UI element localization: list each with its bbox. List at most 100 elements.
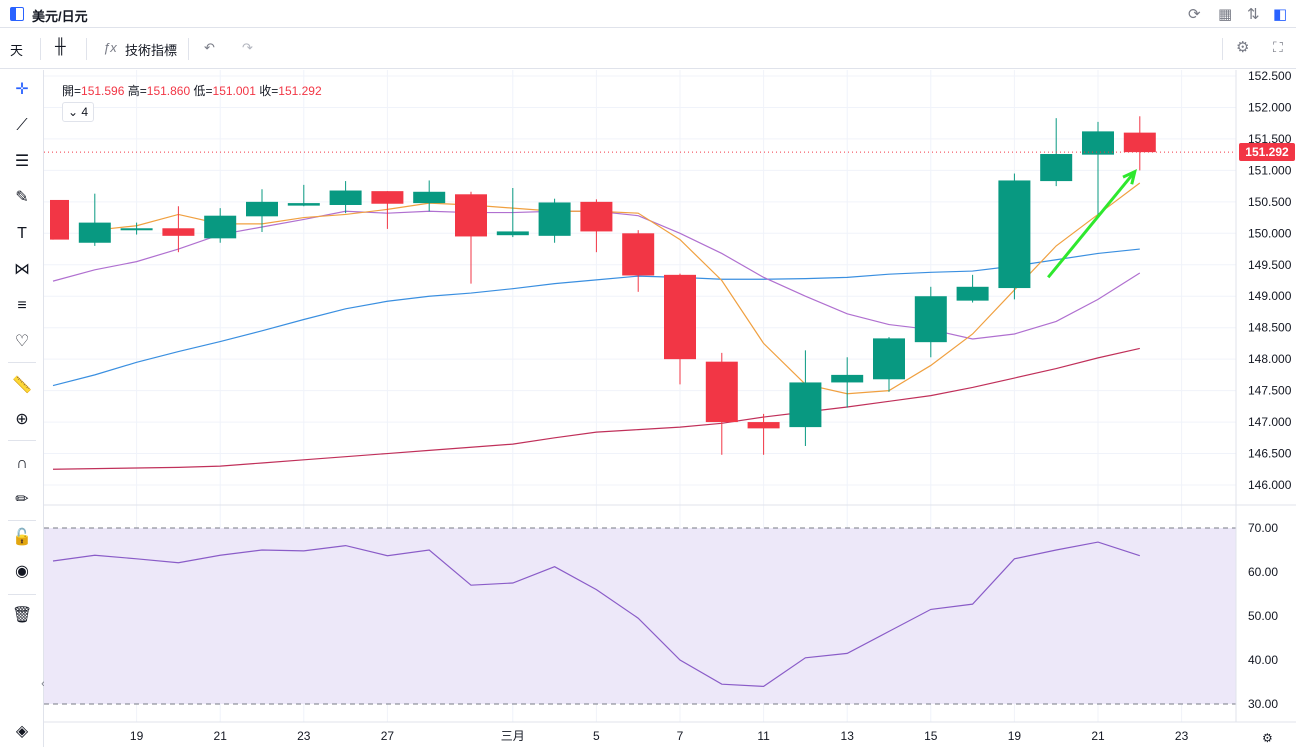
candle-body: [831, 374, 864, 383]
y-tick-label: 147.000: [1248, 415, 1292, 429]
y-tick-label: 146.000: [1248, 478, 1292, 492]
indicator-fx-icon[interactable]: ƒx: [103, 40, 117, 55]
lock-icon[interactable]: 🔓: [12, 529, 32, 546]
candle-body: [580, 201, 613, 232]
candle: [580, 199, 613, 253]
pattern-icon[interactable]: ⋈: [14, 261, 30, 278]
window-title: 美元/日元: [32, 9, 88, 24]
candle-body: [1123, 132, 1156, 153]
last-price-tag: 151.292: [1239, 143, 1295, 162]
x-tick-label: 23: [297, 729, 311, 743]
undo-icon[interactable]: ↶: [204, 40, 215, 55]
ohlc-legend: 開=151.596 高=151.860 低=151.001 收=151.292: [62, 82, 322, 99]
candle: [1082, 121, 1114, 217]
drawing-toolbar: ✛ ⟋ ☰ ✎ T ⋈ ≡ ♡ 📏 ⊕ ∩ ✏ 🔓 ◉ 🗑 ‹ ◈: [0, 70, 45, 747]
toolbar-divider: [8, 440, 36, 441]
candle-body: [873, 338, 905, 380]
candle: [287, 184, 320, 207]
x-tick-label: 27: [381, 729, 395, 743]
close-label: 收=: [259, 84, 279, 98]
settings-gear-icon[interactable]: ⚙: [1236, 39, 1250, 56]
layout-grid-icon[interactable]: ▦: [1218, 6, 1233, 23]
y-tick-label: 148.500: [1248, 321, 1292, 335]
candle: [789, 350, 822, 446]
candle-body: [329, 190, 362, 205]
favorite-heart-icon[interactable]: ♡: [14, 333, 30, 350]
fib-icon[interactable]: ≡: [17, 297, 27, 314]
candle-body: [914, 296, 947, 343]
close-value: 151.292: [278, 84, 322, 98]
candle-body: [664, 274, 696, 360]
candle-body: [747, 422, 780, 429]
candle-body: [162, 228, 195, 236]
compare-arrows-icon[interactable]: ⇅: [1247, 6, 1260, 23]
toolbar-divider: [86, 38, 87, 60]
horizontal-lines-icon[interactable]: ☰: [14, 153, 30, 170]
candle: [246, 189, 278, 233]
text-tool-icon[interactable]: T: [17, 225, 27, 242]
candle: [413, 180, 446, 212]
candle-body: [455, 194, 487, 237]
x-tick-label: 19: [1008, 729, 1022, 743]
candle-body: [204, 215, 237, 239]
candle: [329, 181, 362, 214]
x-tick-label: 15: [924, 729, 938, 743]
candle: [914, 286, 947, 358]
brush-icon[interactable]: ✎: [15, 189, 29, 206]
x-tick-label: 13: [841, 729, 855, 743]
candle-body: [287, 203, 320, 206]
candle-body: [705, 361, 738, 423]
ma-short-line: [94, 182, 1141, 395]
fullscreen-icon[interactable]: ⛶: [1273, 39, 1283, 55]
candle: [78, 193, 111, 246]
candle-type-icon[interactable]: ╫: [55, 38, 66, 55]
refresh-icon[interactable]: ⟳: [1188, 6, 1201, 23]
candle-body: [371, 191, 404, 204]
high-value: 151.860: [146, 84, 191, 98]
candle: [664, 273, 696, 385]
y-tick-label: 148.000: [1248, 352, 1292, 366]
magnet-icon[interactable]: ∩: [16, 455, 28, 472]
candle-body: [998, 180, 1031, 289]
y-tick-label: 152.000: [1248, 100, 1292, 114]
panel-toggle-icon[interactable]: ◧: [1273, 6, 1288, 23]
x-tick-label: 19: [130, 729, 144, 743]
open-value: 151.596: [81, 84, 125, 98]
x-tick-label: 7: [677, 729, 684, 743]
candle: [371, 191, 404, 229]
pencil-lock-icon[interactable]: ✏: [15, 491, 29, 508]
indicators-button[interactable]: 技術指標: [125, 43, 178, 58]
low-value: 151.001: [212, 84, 256, 98]
collapse-arrow-icon[interactable]: ‹: [41, 678, 45, 690]
zoom-in-icon[interactable]: ⊕: [15, 411, 29, 428]
redo-icon[interactable]: ↷: [242, 40, 253, 55]
legend-collapse-button[interactable]: ⌄ 4: [62, 102, 94, 122]
rsi-tick-label: 50.00: [1248, 609, 1278, 623]
trash-icon[interactable]: 🗑: [12, 607, 33, 624]
legend-count: 4: [81, 105, 89, 119]
toolbar-divider: [8, 520, 36, 521]
y-tick-label: 147.500: [1248, 384, 1292, 398]
open-label: 開=: [62, 84, 82, 98]
window-icon: [10, 7, 24, 21]
y-tick-label: 151.500: [1248, 132, 1292, 146]
eye-icon[interactable]: ◉: [15, 563, 29, 580]
crosshair-icon[interactable]: ✛: [15, 81, 29, 98]
candle-body: [622, 233, 655, 276]
candle: [831, 357, 864, 408]
layers-icon[interactable]: ◈: [15, 723, 29, 740]
y-tick-label: 146.500: [1248, 447, 1292, 461]
candle: [50, 199, 69, 240]
candle: [162, 206, 195, 253]
candle-body: [1040, 154, 1073, 182]
candle: [747, 413, 780, 455]
interval-button[interactable]: 天: [10, 43, 24, 58]
ma-long-line: [52, 248, 1140, 387]
ruler-icon[interactable]: 📏: [12, 377, 32, 394]
trend-line-icon[interactable]: ⟋: [16, 117, 28, 134]
high-label: 高=: [127, 84, 147, 98]
title-bar: 美元/日元 ⟳ ▦ ⇅ ◧: [0, 0, 1296, 28]
rsi-band-fill: [44, 528, 1236, 704]
